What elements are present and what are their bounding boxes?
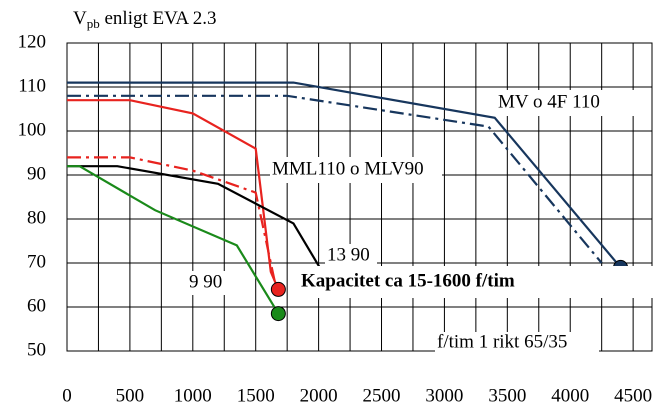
x-tick-label: 4500 — [614, 385, 652, 406]
x-tick-label: 500 — [116, 385, 145, 406]
x-tick-label: 1000 — [174, 385, 212, 406]
annotation-bg — [325, 244, 377, 268]
y-tick-label: 100 — [18, 119, 47, 140]
annotation-bg — [187, 271, 235, 295]
y-tick-label: 90 — [27, 163, 46, 184]
annotation: 13 90 — [327, 244, 370, 265]
series-line — [67, 94, 603, 264]
y-tick-label: 120 — [18, 31, 47, 52]
annotation: f/tim 1 rikt 65/35 — [437, 331, 567, 352]
title-main: V — [73, 8, 87, 29]
x-tick-label: 3000 — [425, 385, 463, 406]
title-subscript: pb — [87, 16, 100, 31]
series-line — [67, 165, 326, 277]
annotation-bg — [270, 157, 442, 183]
series-line — [67, 165, 280, 315]
annotation-bg — [299, 266, 655, 298]
x-tick-label: 4000 — [551, 385, 589, 406]
y-tick-label: 80 — [27, 207, 46, 228]
end-marker — [270, 306, 286, 322]
annotation: Kapacitet ca 15-1600 f/tim — [301, 270, 515, 291]
x-tick-label: 1500 — [237, 385, 275, 406]
annotation: 9 90 — [189, 271, 222, 292]
plot-frame — [66, 42, 653, 352]
title-rest: enligt EVA 2.3 — [100, 8, 217, 29]
y-tick-label: 70 — [27, 251, 46, 272]
series-line — [67, 99, 280, 290]
chart-title: Vpb enligt EVA 2.3 — [73, 8, 217, 31]
y-tick-label: 110 — [18, 75, 46, 96]
x-tick-label: 2000 — [300, 385, 338, 406]
end-marker — [270, 281, 286, 297]
x-tick-label: 0 — [62, 385, 72, 406]
annotation: MML110 o MLV90 — [272, 158, 424, 179]
series-line — [67, 81, 622, 269]
y-tick-label: 50 — [27, 339, 46, 360]
annotation-bg — [435, 332, 599, 354]
x-tick-label: 2500 — [363, 385, 401, 406]
y-tick-label: 60 — [27, 295, 46, 316]
series-line — [67, 156, 276, 281]
annotation: MV o 4F 110 — [498, 91, 600, 112]
x-tick-label: 3500 — [488, 385, 526, 406]
annotation-bg — [496, 90, 648, 116]
